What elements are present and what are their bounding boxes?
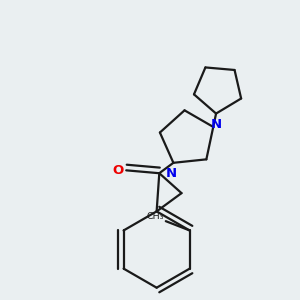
Text: N: N: [166, 167, 177, 181]
Text: CH₃: CH₃: [147, 212, 164, 220]
Text: N: N: [211, 118, 222, 131]
Text: O: O: [112, 164, 124, 177]
